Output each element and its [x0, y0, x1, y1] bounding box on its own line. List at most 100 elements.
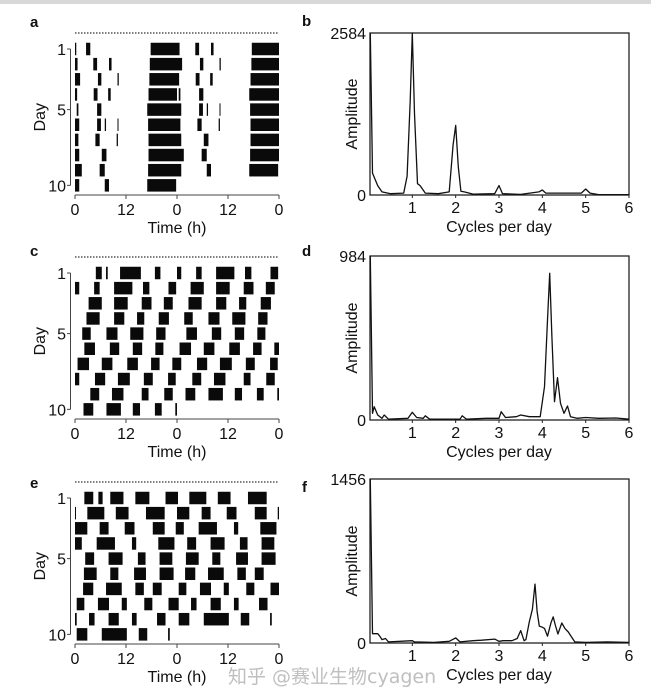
- activity-bout: [247, 491, 267, 505]
- activity-bout: [203, 612, 229, 626]
- activity-bout: [177, 522, 184, 535]
- time-tick-label: 12: [219, 426, 237, 443]
- activity-bout: [168, 372, 176, 386]
- activity-bout: [106, 266, 108, 280]
- activity-bout: [150, 42, 177, 56]
- activity-bout: [114, 312, 125, 325]
- x-axis-label: Time (h): [148, 220, 207, 237]
- activity-bout: [144, 597, 153, 611]
- activity-bout: [137, 312, 145, 325]
- activity-bout: [250, 133, 279, 147]
- activity-bout: [219, 57, 221, 71]
- activity-bout: [120, 266, 141, 280]
- activity-bout: [208, 312, 220, 325]
- activity-bout: [177, 73, 180, 86]
- x-tick-label: 2: [451, 200, 460, 217]
- activity-bout: [216, 266, 235, 280]
- activity-bout: [185, 552, 199, 565]
- activity-bout: [109, 57, 112, 71]
- activity-bout: [270, 582, 279, 596]
- plot-frame: [369, 32, 630, 196]
- x-tick-label: 6: [625, 425, 634, 442]
- x-axis-label: Cycles per day: [446, 219, 552, 236]
- activity-bout: [177, 357, 182, 371]
- activity-bout: [277, 506, 279, 520]
- activity-bout: [108, 612, 119, 626]
- time-tick-label: 0: [173, 426, 182, 443]
- activity-bout: [249, 163, 279, 177]
- activity-bout: [196, 357, 208, 371]
- activity-bout: [149, 57, 177, 71]
- activity-bout: [104, 179, 109, 192]
- activity-bout: [190, 281, 204, 295]
- activity-bout: [165, 491, 177, 505]
- activity-bout: [250, 148, 279, 162]
- day-tick-label: 5: [57, 552, 66, 569]
- activity-bout: [175, 522, 177, 535]
- activity-bout: [250, 118, 279, 131]
- activity-bout: [132, 403, 141, 416]
- activity-bout: [97, 597, 109, 611]
- day-tick-label: 1: [57, 266, 66, 283]
- activity-bout: [243, 372, 251, 386]
- activity-bout: [177, 133, 182, 147]
- activity-bout: [76, 103, 79, 116]
- activity-bout: [185, 567, 196, 580]
- activity-bout: [117, 73, 119, 86]
- activity-bout: [189, 491, 207, 505]
- activity-bout: [192, 372, 202, 386]
- activity-bout: [191, 597, 197, 611]
- activity-bout: [177, 42, 180, 56]
- activity-bout: [121, 597, 127, 611]
- x-tick-label: 2: [451, 425, 460, 442]
- activity-bout: [199, 103, 203, 116]
- x-tick-label: 4: [538, 425, 547, 442]
- activity-bout: [188, 297, 202, 310]
- activity-bout: [213, 372, 226, 386]
- activity-bout: [156, 327, 166, 340]
- activity-bout: [239, 537, 248, 550]
- y-axis-label: Amplitude: [344, 525, 361, 596]
- top-border: [0, 0, 651, 4]
- activity-bout: [240, 612, 250, 626]
- activity-bout: [212, 552, 221, 565]
- activity-bout: [203, 133, 209, 147]
- time-tick-label: 12: [117, 426, 135, 443]
- activity-bout: [253, 342, 262, 355]
- activity-bout: [88, 297, 102, 310]
- activity-bout: [254, 567, 264, 580]
- activity-bout: [75, 281, 80, 295]
- activity-bout: [114, 297, 128, 310]
- activity-bout: [177, 266, 182, 280]
- day-tick-label: 1: [57, 42, 66, 59]
- activity-bout: [108, 552, 123, 565]
- activity-bout: [199, 57, 204, 71]
- activity-bout: [94, 372, 106, 386]
- activity-bout: [76, 628, 88, 641]
- activity-bout: [77, 357, 90, 371]
- activity-bout: [219, 357, 232, 371]
- activity-bout: [131, 537, 137, 550]
- activity-bout: [249, 88, 279, 101]
- activity-bout: [178, 582, 187, 596]
- activity-bout: [94, 281, 100, 295]
- time-tick-label: 0: [173, 202, 182, 219]
- activity-bout: [210, 597, 221, 611]
- activity-bout: [75, 612, 77, 626]
- activity-bout: [211, 42, 214, 56]
- activity-bout: [265, 281, 275, 295]
- activity-bout: [114, 281, 133, 295]
- time-tick-label: 12: [117, 651, 135, 668]
- activity-bout: [75, 506, 76, 520]
- activity-bout: [260, 297, 271, 310]
- activity-bout: [98, 491, 103, 505]
- activity-bout: [175, 403, 177, 416]
- activity-bout: [219, 103, 221, 116]
- activity-bout: [135, 491, 150, 505]
- activity-bout: [177, 148, 184, 162]
- activity-bout: [257, 327, 266, 340]
- activity-bout: [261, 552, 276, 565]
- activity-bout: [234, 387, 243, 401]
- activity-bout: [254, 506, 267, 520]
